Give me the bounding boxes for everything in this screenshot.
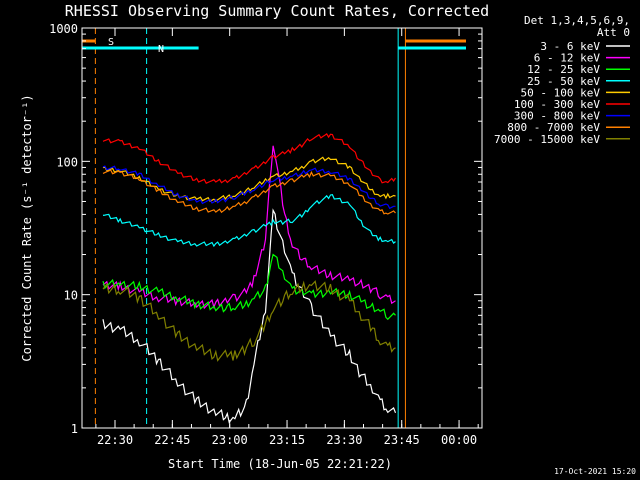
x-tick-label: 22:30 xyxy=(97,433,133,447)
x-tick-label: 00:00 xyxy=(441,433,477,447)
y-tick-label: 1 xyxy=(71,422,78,436)
legend-entry-label: 50 - 100 keV xyxy=(521,86,601,99)
legend-entry-label: 100 - 300 keV xyxy=(514,98,600,111)
series-line-6 xyxy=(102,165,396,210)
y-tick-label: 1000 xyxy=(49,22,78,36)
x-tick-label: 23:15 xyxy=(269,433,305,447)
chart-title: RHESSI Observing Summary Count Rates, Co… xyxy=(65,2,489,20)
y-tick-label: 10 xyxy=(64,289,78,303)
x-axis-label: Start Time (18-Jun-05 22:21:22) xyxy=(168,457,392,471)
x-tick-label: 23:30 xyxy=(326,433,362,447)
marker-layer: SN xyxy=(82,28,466,428)
series-line-1 xyxy=(102,145,396,310)
marker-label-s: S xyxy=(108,37,114,48)
legend-entry-label: 300 - 800 keV xyxy=(514,110,600,123)
series-line-3 xyxy=(102,194,396,248)
legend-entry-label: 25 - 50 keV xyxy=(527,75,600,88)
x-tick-label: 22:45 xyxy=(154,433,190,447)
marker-label-n: N xyxy=(158,44,164,55)
legend-header: Att 0 xyxy=(597,26,630,39)
legend-entry-label: 7000 - 15000 keV xyxy=(494,133,600,146)
series-line-7 xyxy=(102,169,396,215)
legend-entry-label: 800 - 7000 keV xyxy=(507,121,600,134)
legend-entry-label: 6 - 12 keV xyxy=(534,52,601,65)
x-tick-label: 23:45 xyxy=(384,433,420,447)
y-tick-label: 100 xyxy=(56,155,78,169)
series-line-2 xyxy=(102,253,396,321)
series-line-0 xyxy=(102,208,397,424)
y-axis-label: Corrected Count Rate (s⁻¹ detector⁻¹) xyxy=(20,94,34,361)
axis-layer: 22:30 22:45 23:00 23:15 23:30 23:45 00:00 1 10 10… xyxy=(49,22,482,447)
x-tick-label: 23:00 xyxy=(212,433,248,447)
plot-frame xyxy=(81,27,483,429)
legend-header: Det 1,3,4,5,6,9, xyxy=(524,14,630,27)
series-line-5 xyxy=(102,133,397,184)
series-layer xyxy=(102,133,397,424)
legend-entry-label: 3 - 6 keV xyxy=(540,40,600,53)
timestamp: 17-Oct-2021 15:20 xyxy=(554,467,636,476)
legend-entry-label: 12 - 25 keV xyxy=(527,63,600,76)
series-line-8 xyxy=(102,280,396,362)
